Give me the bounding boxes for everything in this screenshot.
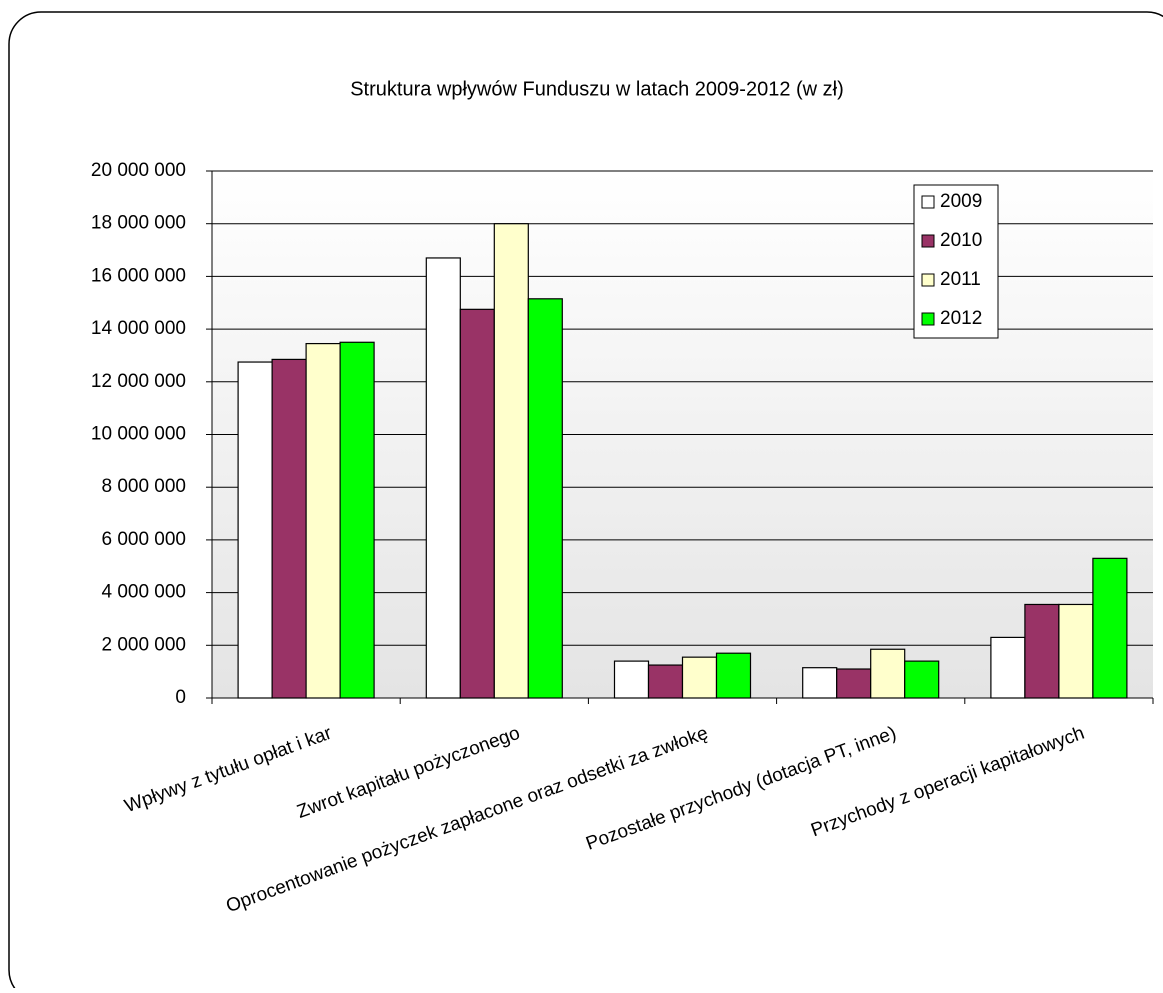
legend-swatch [921,234,935,248]
legend-swatch [921,273,935,287]
legend-swatch [921,312,935,326]
bar [836,668,872,699]
y-tick-label: 14 000 000 [91,318,186,339]
legend-label: 2009 [940,191,982,212]
y-tick-label: 4 000 000 [101,582,186,603]
y-tick-label: 18 000 000 [91,213,186,234]
y-tick-label: 16 000 000 [91,265,186,286]
legend-label: 2011 [940,269,981,290]
bar [1024,603,1060,699]
bar [870,648,906,699]
y-tick-label: 20 000 000 [91,160,186,181]
bar [990,636,1026,699]
bar [425,257,461,699]
bar [904,660,940,699]
legend-swatch [921,195,935,209]
y-tick-label: 6 000 000 [101,529,186,550]
y-tick-label: 2 000 000 [101,634,186,655]
bar [1092,557,1128,699]
bar [613,660,650,699]
y-tick-label: 12 000 000 [91,371,186,392]
bar [715,652,752,699]
y-tick-label: 10 000 000 [91,424,186,445]
y-tick-label: 0 [175,687,186,708]
bar [647,664,684,699]
bar [681,656,718,699]
bar [1058,603,1094,699]
bar [305,342,341,699]
bar [493,223,529,699]
bar [237,361,273,699]
bar [802,667,838,699]
chart-title: Struktura wpływów Funduszu w latach 2009… [350,78,844,100]
bar [271,358,307,699]
legend-label: 2012 [940,308,982,329]
legend-label: 2010 [940,230,982,251]
y-tick-label: 8 000 000 [101,476,186,497]
bar [459,308,495,699]
bar [339,341,375,699]
bar [527,298,563,699]
